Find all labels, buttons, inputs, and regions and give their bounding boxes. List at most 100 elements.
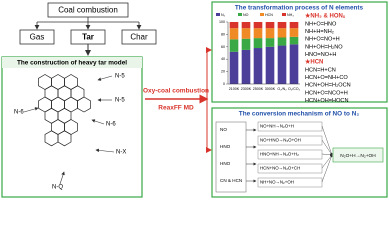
source-node: NO (220, 127, 227, 132)
step-label: NO+HNO→N₂O+OH (260, 138, 301, 143)
reaction: NH+H=NH₂ (305, 29, 334, 35)
reaction: HNO=NO+H (305, 52, 336, 58)
reaction: HCN+OH=HOCN (305, 98, 349, 104)
end-box (332, 147, 384, 163)
y-tick-label: 80 (221, 32, 225, 36)
bar-segment (241, 28, 251, 39)
y-tick-label: 40 (221, 57, 225, 61)
product-label: Tar (82, 33, 94, 42)
x-tick-label: O₂/CO₂ (288, 87, 301, 91)
x-tick-label: 3000K (265, 87, 276, 91)
step-box (257, 149, 323, 160)
x-tick-label: O₂/N₂ (277, 87, 287, 91)
product-label: Char (130, 33, 148, 42)
legend-swatch (260, 13, 264, 16)
product-box (19, 29, 55, 45)
bar-segment (253, 28, 263, 39)
bar-segment (265, 22, 275, 29)
bar-segment (229, 28, 239, 40)
step-box (257, 177, 323, 188)
bar-segment (289, 44, 299, 84)
step-label: NH+NO→N₂+OH (260, 180, 294, 185)
n-label: N-6 (14, 110, 24, 116)
bar-segment (289, 36, 299, 45)
method-label: ReaxFF MD (158, 105, 194, 112)
end-label: N₂O+H→N₂+OH (340, 153, 376, 159)
legend-label: NH₃ (287, 13, 294, 17)
legend-label: NO (243, 13, 249, 17)
n-label: N-5 (115, 98, 125, 104)
source-node: CN & HCN (220, 178, 242, 183)
reaction-heading: ★HCN (305, 59, 323, 66)
bar-segment (277, 45, 287, 84)
reaction: HCN+O=NH+CO (305, 75, 348, 81)
arrow (321, 125, 333, 156)
bar-segment (277, 28, 287, 38)
x-tick-label: 2300K (241, 87, 252, 91)
n-label: N-5 (115, 74, 125, 80)
reaction-heading: ★NH₃ & HONₓ (305, 13, 346, 20)
bar-segment (241, 38, 251, 50)
legend-label: N₂ (221, 13, 226, 17)
panel-header (2, 57, 142, 68)
legend-swatch (282, 13, 286, 16)
y-tick-label: 60 (221, 45, 225, 49)
panel-title: The conversion mechanism of NO to N₂ (239, 111, 360, 118)
reaction: HCN+OH=H₂OCN (305, 83, 351, 89)
ring (77, 96, 91, 113)
pointer (97, 75, 113, 81)
reaction: NH+O=HNO (305, 21, 337, 27)
n-label: N-X (116, 150, 126, 156)
x-tick-label: 2100K (229, 87, 240, 91)
panel-title: The transformation process of N elements (235, 5, 364, 12)
reaction: NH+O=NO+H (305, 37, 340, 43)
pointer (95, 148, 115, 153)
bar-segment (229, 22, 239, 29)
source-label: Coal combustion (58, 6, 118, 15)
step-label: NO+NH→N₂O+H (260, 124, 294, 129)
source-group (215, 121, 247, 193)
bar-segment (229, 51, 239, 84)
bar-segment (265, 46, 275, 84)
legend-label: HCN (265, 13, 273, 17)
panel-title: The construction of heavy tar model (17, 60, 127, 67)
step-box (257, 135, 323, 146)
source-node: HNO (220, 144, 231, 149)
x-tick-label: 2500K (253, 87, 264, 91)
transformation-panel (211, 1, 388, 103)
bar-segment (253, 48, 263, 84)
n-label: N-Q (52, 185, 63, 191)
bar-segment (241, 22, 251, 29)
step-label: HNO+NH→N₂O+H₂ (260, 152, 299, 157)
bar-segment (241, 49, 251, 84)
product-label: Gas (30, 33, 45, 42)
pointer (23, 107, 39, 113)
step-box (257, 163, 323, 174)
bar-chart: N₂ NO HCN NH₃ 0 20 40 60 80 100 2100K 2300K 2500K 300… (216, 13, 301, 91)
flow-diagram: NO HNO HNO CN & HCN NO+NH→N₂O+H NO+HNO→N₂O+OH… (215, 121, 384, 193)
y-tick-label: 0 (223, 82, 225, 86)
pointer (91, 119, 105, 125)
molecule (23, 74, 115, 185)
bar-segment (265, 38, 275, 47)
ring (57, 130, 72, 147)
condition-label: Oxy-coal combustion (143, 88, 209, 95)
legend-swatch (216, 13, 220, 16)
reaction: NH+OH=H₂NO (305, 44, 343, 50)
product-box (121, 29, 157, 45)
bar-segment (277, 22, 287, 29)
bar-segment (289, 22, 299, 29)
bar-segment (277, 37, 287, 46)
graphical-abstract: Coal combustion Gas Tar Char The constru… (1, 1, 388, 198)
bar-segment (253, 22, 263, 29)
bar-segment (265, 28, 275, 39)
bar-segment (229, 39, 239, 52)
reaction: HCN+O=NCO+H (305, 90, 348, 96)
step-label: HCN+NO→N₂O+CH (260, 166, 300, 171)
y-tick-label: 20 (221, 70, 225, 74)
pointer (59, 171, 65, 185)
bar-segment (253, 38, 263, 49)
arrow (321, 139, 333, 156)
bar-segment (289, 28, 299, 37)
